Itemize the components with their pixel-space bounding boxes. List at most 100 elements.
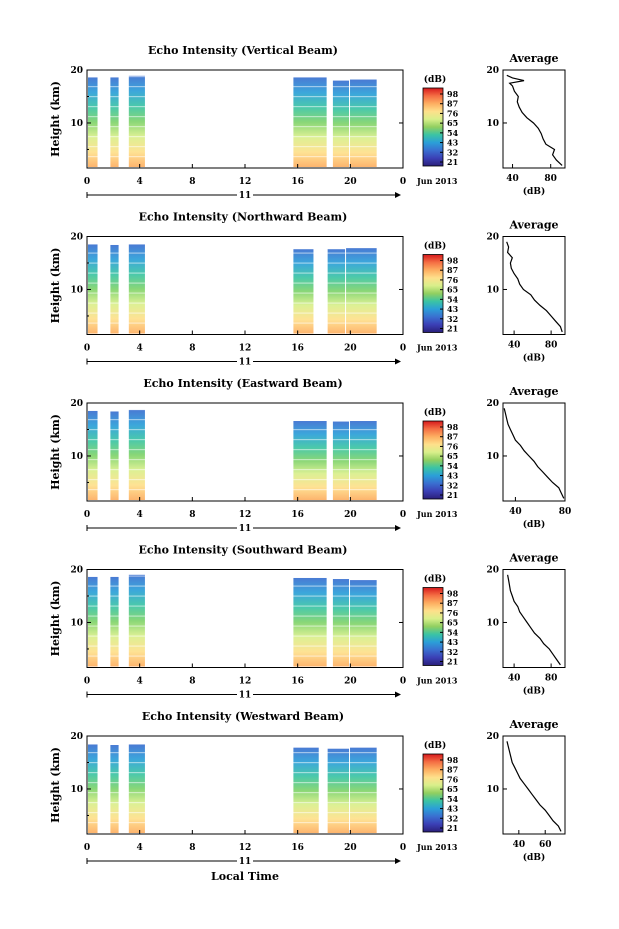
colorbar-tick-label: 32 <box>447 314 458 324</box>
x-tick-label: 8 <box>189 177 195 187</box>
x-tick-label: 20 <box>344 677 357 687</box>
colorbar-tick-label: 76 <box>447 774 459 784</box>
average-frame <box>502 402 566 502</box>
x-tick-label: 0 <box>400 843 406 853</box>
layer-stripe <box>88 605 402 607</box>
colorbar-tick-label: 21 <box>447 490 458 500</box>
layer-stripe <box>88 252 402 254</box>
colorbar-tick-label: 65 <box>447 784 458 794</box>
colorbar <box>422 753 444 833</box>
panel-4: Echo Intensity (Westward Beam) 20 10 0 4 8 12 1… <box>49 710 566 867</box>
echo-column <box>88 410 98 500</box>
average-xlabel: (dB) <box>523 686 545 697</box>
layer-stripe <box>88 625 402 627</box>
colorbar-tick-label: 54 <box>447 627 459 637</box>
average-y-tick-label: 10 <box>486 452 499 462</box>
colorbar-tick-label: 65 <box>447 618 458 628</box>
local-time-label: Local Time <box>211 870 279 883</box>
day-label: 11 <box>239 358 252 368</box>
echo-column <box>350 79 377 167</box>
colorbar-unit: (dB) <box>424 740 446 751</box>
x-tick-label: 20 <box>344 843 357 853</box>
x-tick-label: 8 <box>189 510 195 520</box>
day-arrow-head <box>395 691 401 698</box>
echo-column <box>293 421 327 500</box>
y-tick-label: 10 <box>70 452 83 462</box>
echo-column <box>350 747 377 833</box>
panel-title: Echo Intensity (Westward Beam) <box>142 710 344 723</box>
colorbar-tick-label: 21 <box>447 657 458 667</box>
layer-stripe <box>88 409 402 411</box>
colorbar-tick-label: 54 <box>447 794 459 804</box>
colorbar-tick-label: 21 <box>447 823 458 833</box>
colorbar-tick-label: 21 <box>447 157 458 167</box>
panel-title: Echo Intensity (Eastward Beam) <box>143 377 342 390</box>
colorbar-tick-label: 21 <box>447 324 458 334</box>
layer-stripe <box>88 459 402 461</box>
echo-column <box>88 244 98 334</box>
colorbar <box>422 254 444 333</box>
layer-stripe <box>88 292 402 294</box>
day-arrow-head <box>395 858 401 864</box>
average-xlabel: (dB) <box>523 852 545 863</box>
x-tick-label: 0 <box>400 677 406 687</box>
colorbar-tick-label: 87 <box>447 432 458 442</box>
colorbar <box>422 420 444 500</box>
colorbar <box>422 87 444 167</box>
average-frame <box>502 236 566 335</box>
x-tick-label: 16 <box>291 177 304 187</box>
layer-stripe <box>88 489 402 491</box>
average-xlabel: (dB) <box>523 186 545 197</box>
echo-column <box>128 574 145 667</box>
colorbar-tick-label: 32 <box>447 147 458 157</box>
average-x-tick-label: 60 <box>539 840 552 850</box>
average-x-tick-label: 80 <box>545 341 558 351</box>
layer-stripe <box>88 136 402 138</box>
x-tick-label: 16 <box>291 843 304 853</box>
panel-title: Echo Intensity (Vertical Beam) <box>148 44 338 57</box>
average-y-tick-label: 20 <box>486 233 499 243</box>
layer-stripe <box>88 645 402 647</box>
x-tick-label: 8 <box>189 677 195 687</box>
layer-stripe <box>88 772 402 774</box>
average-y-tick-label: 20 <box>486 732 499 742</box>
average-line <box>503 408 565 499</box>
colorbar-tick-label: 43 <box>447 304 459 314</box>
layer-stripe <box>88 429 402 431</box>
x-tick-label: 16 <box>291 510 304 520</box>
echo-column <box>88 576 98 667</box>
x-tick-label: 8 <box>189 843 195 853</box>
echo-column <box>293 747 319 833</box>
average-x-tick-label: 80 <box>559 507 572 517</box>
x-tick-label: 0 <box>400 177 406 187</box>
average-frame <box>502 569 566 668</box>
layer-stripe <box>88 106 402 108</box>
echo-column <box>110 745 119 833</box>
colorbar-tick-label: 32 <box>447 813 458 823</box>
colorbar-tick-label: 43 <box>447 804 459 814</box>
average-title: Average <box>508 552 558 565</box>
date-label: Jun 2013 <box>416 343 458 353</box>
layer-stripe <box>88 575 402 577</box>
x-tick-label: 20 <box>344 177 357 187</box>
colorbar-tick-label: 87 <box>447 598 458 608</box>
x-tick-label: 16 <box>291 344 304 354</box>
layer-stripe <box>88 792 402 794</box>
colorbar-tick-label: 65 <box>447 118 458 128</box>
average-title: Average <box>508 385 558 398</box>
y-tick-label: 20 <box>70 233 83 243</box>
echo-column <box>346 248 377 334</box>
day-label-bg <box>237 856 253 866</box>
echo-column <box>110 77 119 167</box>
average-x-tick-label: 40 <box>508 341 521 351</box>
colorbar-tick-label: 43 <box>447 471 459 481</box>
colorbar-tick-label: 98 <box>447 89 459 99</box>
average-x-tick-label: 40 <box>509 507 522 517</box>
colorbar-tick-label: 76 <box>447 108 459 118</box>
day-arrow-head <box>395 358 401 365</box>
echo-column <box>327 249 346 334</box>
layer-stripe <box>88 86 402 88</box>
average-x-tick-label: 80 <box>544 174 557 184</box>
y-axis-label: Height (km) <box>49 581 62 657</box>
